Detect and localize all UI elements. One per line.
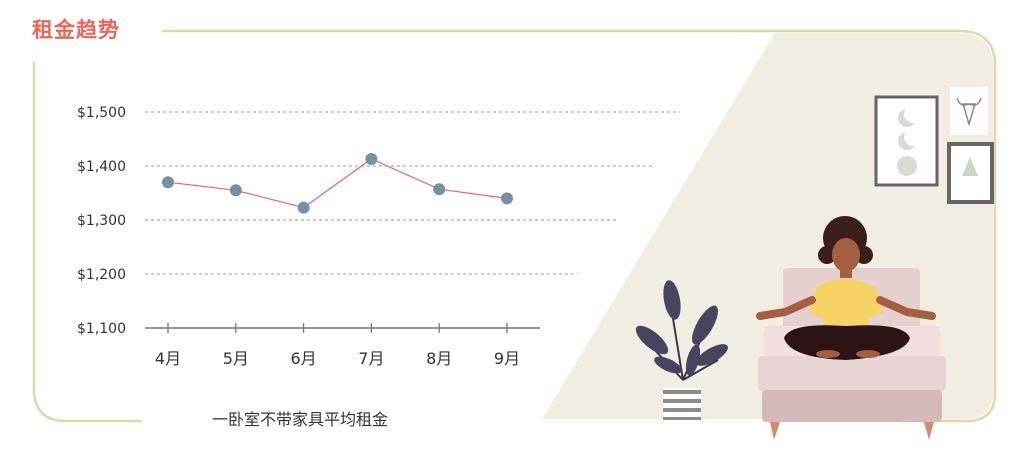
data-point <box>501 192 513 205</box>
y-tick-labels: $1,100 $1,200 $1,300 $1,400 $1,500 <box>77 105 126 337</box>
bull-skull-icon <box>950 87 988 135</box>
x-tick-label: 8月 <box>426 349 452 368</box>
x-tick-label: 4月 <box>155 349 181 368</box>
x-tick-label: 7月 <box>358 349 384 368</box>
data-points <box>162 152 513 214</box>
x-tick-label: 5月 <box>223 349 249 368</box>
x-tick-label: 9月 <box>494 349 520 368</box>
series-line <box>167 158 508 209</box>
y-tick-label: $1,100 <box>77 321 126 337</box>
y-tick-label: $1,500 <box>77 105 126 121</box>
y-tick-label: $1,300 <box>77 213 126 229</box>
triangle-poster-icon <box>947 142 994 204</box>
data-point <box>229 184 242 197</box>
meditating-woman-icon <box>756 216 936 360</box>
x-tick-label: 6月 <box>291 349 317 368</box>
data-point <box>162 176 174 189</box>
chart-heading: 租金趋势 <box>32 18 120 42</box>
grid-lines <box>145 111 680 275</box>
data-point <box>365 152 378 165</box>
data-point <box>297 201 310 214</box>
line-chart: $1,100 $1,200 $1,300 $1,400 $1,500 4月 5月 6月 7月 8… <box>77 105 680 368</box>
data-point <box>433 183 446 196</box>
frame <box>32 29 997 423</box>
x-tick-labels: 4月 5月 6月 7月 8月 9月 <box>155 323 520 368</box>
y-tick-label: $1,400 <box>77 159 126 175</box>
y-tick-label: $1,200 <box>77 267 126 283</box>
potted-plant-icon <box>635 280 728 421</box>
moon-phase-poster-icon <box>874 95 939 187</box>
chart-caption: 一卧室不带家具平均租金 <box>212 410 389 429</box>
